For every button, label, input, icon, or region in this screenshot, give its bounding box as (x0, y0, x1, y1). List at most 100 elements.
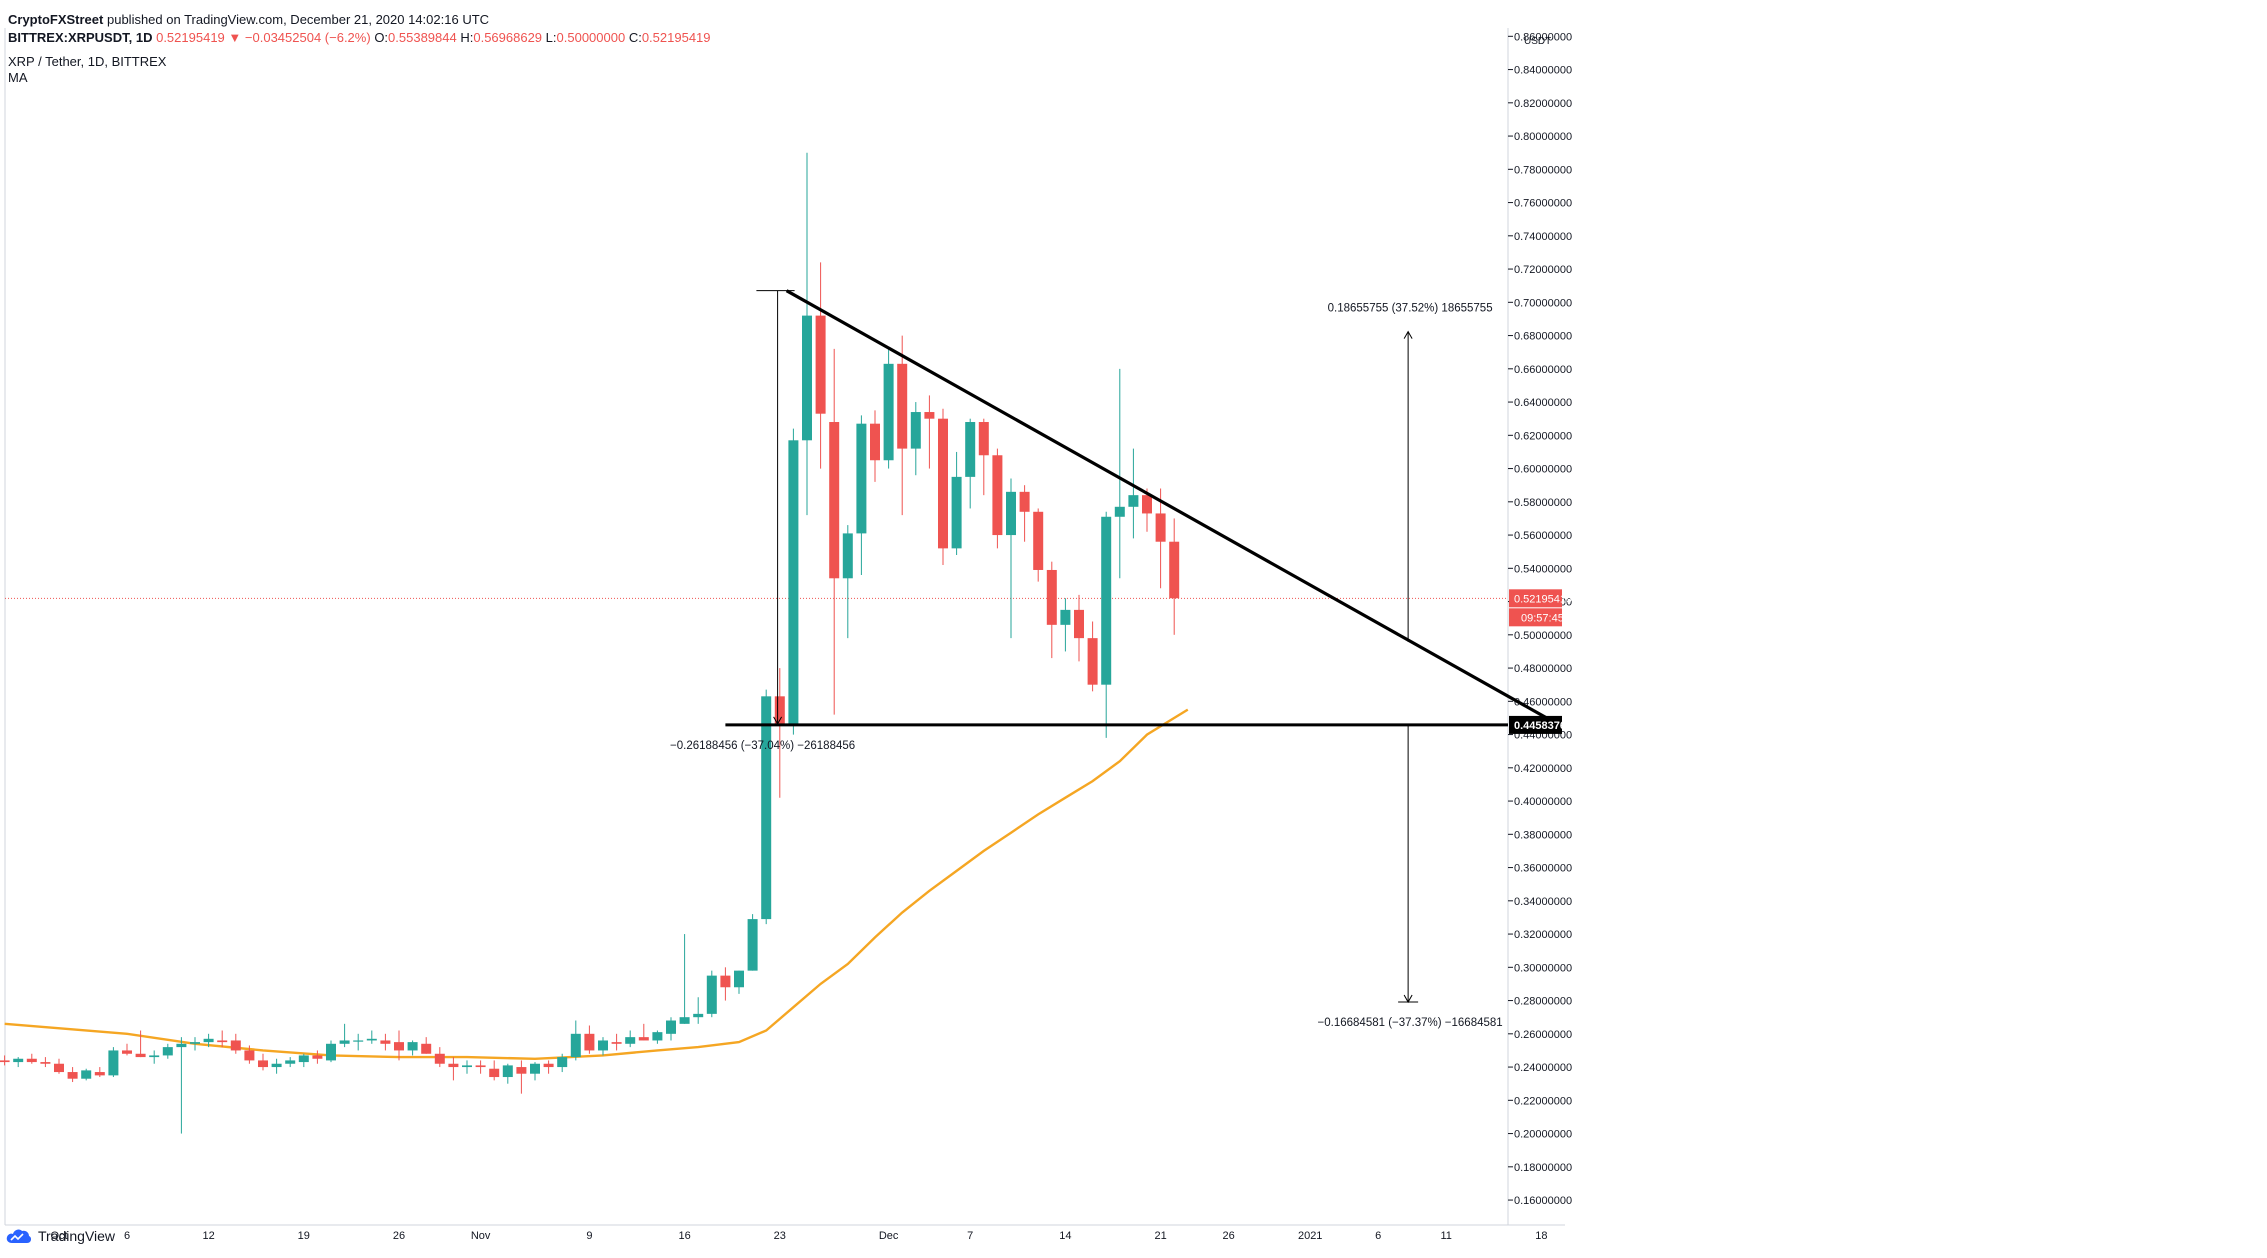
candle-body (910, 412, 921, 449)
h-label: H: (460, 30, 474, 45)
y-tick-label: 0.58000000 (1514, 497, 1572, 509)
publish-line: CryptoFXStreet published on TradingView.… (8, 11, 489, 29)
candle-body (815, 315, 826, 414)
candle-body (951, 476, 962, 549)
candle-body (747, 919, 758, 971)
candle-body (298, 1055, 309, 1063)
tradingview-brand: TradingView (38, 1228, 116, 1244)
candle-body (489, 1068, 500, 1078)
y-tick-label: 0.26000000 (1514, 1029, 1572, 1041)
candle-body (625, 1037, 636, 1044)
x-tick-label: 7 (967, 1230, 973, 1242)
candle-body (856, 423, 867, 534)
candle-body (992, 455, 1003, 536)
candle-body (679, 1017, 690, 1024)
candle-body (611, 1042, 622, 1044)
candle-body (421, 1043, 432, 1054)
y-tick-label: 0.18000000 (1514, 1162, 1572, 1174)
x-tick-label: 6 (1375, 1230, 1381, 1242)
x-tick-label: 19 (298, 1230, 310, 1242)
support-price-badge (1509, 715, 1562, 734)
y-tick-label: 0.82000000 (1514, 98, 1572, 110)
indicator-label[interactable]: MA (8, 70, 28, 85)
candle-body (0, 1060, 10, 1063)
y-tick-label: 0.64000000 (1514, 397, 1572, 409)
candle-body (761, 696, 772, 920)
x-tick-label: 26 (1222, 1230, 1234, 1242)
o-value: 0.55389844 (388, 30, 457, 45)
ohlc-line: BITTREX:XRPUSDT, 1D 0.52195419 ▼ −0.0345… (8, 29, 711, 47)
x-tick-label: 16 (678, 1230, 690, 1242)
candle-body (774, 696, 785, 725)
x-tick-label: Dec (879, 1230, 899, 1242)
current-price-badge (1509, 589, 1562, 608)
descending-trendline (785, 289, 1560, 727)
candle-body (788, 440, 799, 725)
y-tick-label: 0.62000000 (1514, 430, 1572, 442)
y-tick-label: 0.54000000 (1514, 563, 1572, 575)
candle-body (978, 422, 989, 456)
candle-body (326, 1043, 336, 1061)
candle-body (1155, 513, 1166, 542)
candle-body (162, 1047, 173, 1056)
y-tick-label: 0.84000000 (1514, 65, 1572, 77)
x-tick-label: 6 (124, 1230, 130, 1242)
x-tick-label: 11 (1440, 1230, 1451, 1242)
x-tick-label: 18 (1535, 1230, 1547, 1242)
candle-body (353, 1040, 364, 1042)
l-value: 0.50000000 (556, 30, 626, 45)
candle-body (1033, 511, 1044, 570)
y-tick-label: 0.48000000 (1514, 663, 1572, 675)
candle-body (40, 1062, 51, 1064)
y-tick-label: 0.80000000 (1514, 131, 1572, 143)
candle-body (598, 1040, 608, 1051)
candle-body (462, 1065, 472, 1068)
change-value: −0.03452504 (−6.2%) (244, 30, 371, 45)
y-tick-label: 0.68000000 (1514, 331, 1572, 343)
candle-body (434, 1053, 445, 1064)
candle-body (1087, 638, 1098, 685)
candle-body (802, 315, 812, 441)
candle-body (1142, 495, 1152, 514)
moving-average-line (4, 708, 1189, 1061)
x-tick-label: 9 (586, 1230, 592, 1242)
candle-body (965, 422, 976, 477)
y-tick-label: 0.72000000 (1514, 264, 1572, 276)
c-label: C: (628, 30, 642, 45)
y-tick-label: 0.56000000 (1514, 530, 1572, 542)
c-value: 0.52195419 (641, 30, 711, 45)
countdown-label: 09:57:45 (1521, 612, 1564, 624)
candle-body (285, 1060, 296, 1064)
candle-body (1169, 541, 1180, 599)
y-tick-label: 0.50000000 (1514, 630, 1572, 642)
candle-body (81, 1070, 92, 1079)
candle-body (366, 1038, 377, 1041)
countdown-badge (1509, 608, 1562, 627)
candle-body (557, 1057, 568, 1068)
last-value: 0.52195419 (156, 30, 225, 45)
candle-body (666, 1020, 676, 1034)
candle-body (1046, 569, 1057, 625)
y-tick-label: 0.22000000 (1514, 1095, 1572, 1107)
candle-body (1019, 491, 1030, 512)
candle-body (502, 1065, 513, 1078)
candle-body (407, 1042, 418, 1051)
candle-body (1074, 609, 1084, 639)
candle-body (693, 1013, 704, 1018)
candle-body (924, 412, 935, 419)
x-tick-label: 12 (202, 1230, 214, 1242)
y-tick-label: 0.38000000 (1514, 829, 1572, 841)
tradingview-logo[interactable]: TradingView (6, 1228, 115, 1244)
candle-body (938, 418, 948, 549)
candle-body (312, 1055, 323, 1059)
x-tick-label: 23 (774, 1230, 786, 1242)
projection-label: −0.16684581 (−37.37%) −16684581 (1318, 1017, 1503, 1029)
y-tick-label: 0.32000000 (1514, 929, 1572, 941)
candle-body (706, 975, 717, 1014)
x-tick-label: 14 (1059, 1230, 1071, 1242)
pane-title: XRP / Tether, 1D, BITTREX (8, 54, 167, 69)
candle-body (1101, 516, 1112, 685)
candle-body (258, 1060, 268, 1068)
y-tick-label: 0.60000000 (1514, 464, 1572, 476)
